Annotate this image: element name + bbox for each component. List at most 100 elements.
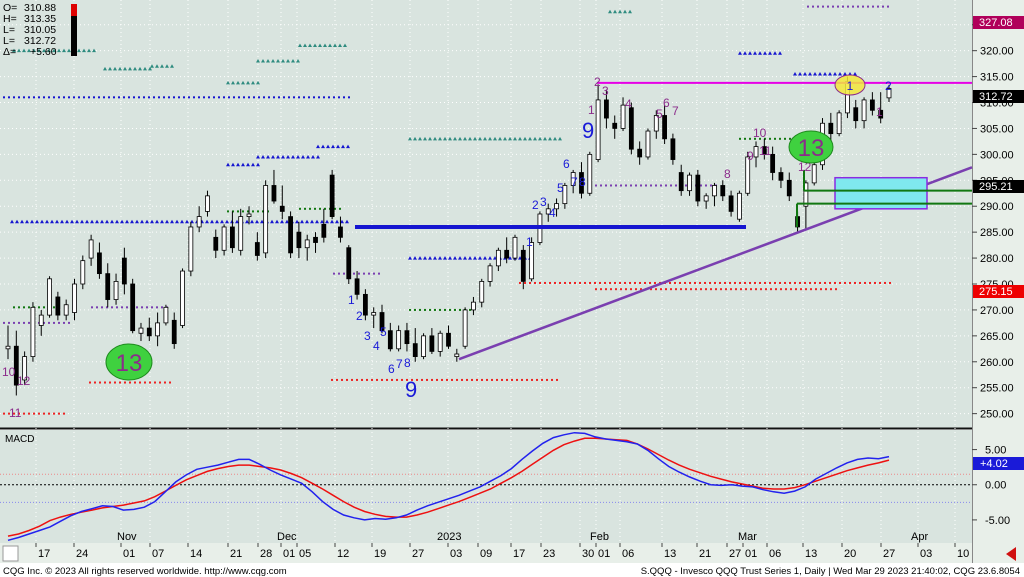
candle-body [628, 107, 634, 150]
footer-bar [0, 563, 1024, 577]
count-purple-p2b: 2 [885, 79, 892, 93]
count-blue-8: 8 [404, 356, 411, 370]
candle-body [653, 115, 659, 132]
candle-body [429, 335, 435, 352]
month-label: 2023 [437, 531, 461, 543]
candle-body [828, 122, 834, 135]
candle-body [130, 283, 136, 332]
count-purple-p8: 8 [724, 167, 731, 181]
candle-body [180, 270, 185, 326]
date-tick-label: 05 [299, 548, 311, 560]
month-label: Apr [911, 531, 928, 543]
candle-body [836, 112, 842, 135]
candle-body [471, 301, 476, 311]
macd-tick-label: 0.00 [985, 480, 1006, 492]
date-tick-label: 06 [622, 548, 634, 560]
price-tick-label: 320.00 [980, 46, 1014, 58]
scroll-right-arrow-icon[interactable] [1006, 547, 1016, 561]
date-tick-label: 27 [412, 548, 424, 560]
count-purple-p2: 2 [594, 75, 601, 89]
candle-body [612, 122, 618, 129]
candle-body [404, 330, 410, 345]
date-tick-label: 30 [582, 548, 594, 560]
setup-13-left: 13 [105, 343, 153, 381]
candle-body [88, 239, 94, 259]
candle-body [329, 174, 335, 217]
candle-body [63, 304, 69, 316]
open-label: O= [3, 2, 17, 14]
count-blue-2: 2 [356, 309, 363, 323]
badge-last [973, 90, 1024, 103]
candle-body [155, 322, 161, 337]
svg-text:Δ=+5.60: Δ= +5.60 [3, 46, 57, 58]
count-10: 10 [2, 365, 16, 379]
price-tick-label: 265.00 [980, 331, 1014, 343]
candle-body [121, 257, 127, 285]
scroll-left-button[interactable] [2, 545, 19, 562]
candle-body [55, 296, 61, 316]
candle-body [736, 192, 742, 220]
price-tick-label: 260.00 [980, 357, 1014, 369]
candle-body [620, 104, 626, 129]
date-tick-label: 17 [513, 548, 525, 560]
candle-body [80, 260, 86, 285]
high-label: H= [3, 13, 17, 25]
count-blue-b6: 6 [563, 157, 570, 171]
date-tick-label: 17 [38, 548, 50, 560]
count-blue-b3: 3 [540, 195, 547, 209]
candle-body [479, 281, 485, 303]
count-purple-p5: 5 [656, 107, 663, 121]
count-purple-p10: 10 [753, 126, 767, 140]
date-tick-label: 19 [374, 548, 386, 560]
candle-body [595, 99, 601, 160]
candle-body [662, 115, 667, 140]
date-tick-label: 24 [76, 548, 88, 560]
candle-body [770, 153, 776, 173]
candle-body [512, 236, 518, 259]
candle-body [113, 281, 119, 300]
price-tick-label: 315.00 [980, 72, 1014, 84]
date-tick-label: 01 [123, 548, 135, 560]
candle-body [354, 278, 360, 295]
svg-text:312.72: 312.72 [979, 91, 1013, 103]
candle-body [5, 345, 11, 350]
count-blue-b5: 5 [557, 181, 564, 195]
date-axis: 17 24 01 07 14 21 28 01 05 12 19 27 03 09 17 23 30 01 06 13… [35, 543, 969, 560]
date-tick-label: 20 [844, 548, 856, 560]
date-tick-label: 07 [152, 548, 164, 560]
ohlc-readout: O= 310.88 H= 313.35 L= 310.05 L= 312.72 Δ= +5… [3, 2, 77, 58]
gridlines [0, 24, 972, 415]
change-label: Δ= [3, 46, 16, 58]
candle-body [13, 345, 19, 386]
candle-body [230, 226, 235, 249]
date-tick-label: 27 [883, 548, 895, 560]
price-badges: 327.08 312.72 295.21 275.15 [973, 16, 1024, 298]
candle-body [304, 239, 310, 249]
count-purple-p6: 6 [663, 96, 670, 110]
price-tick-label: 270.00 [980, 305, 1014, 317]
date-tick-label: 28 [260, 548, 272, 560]
candle-body [761, 146, 767, 155]
candle-body [554, 203, 559, 210]
candle-body [878, 109, 884, 119]
candle-body [645, 130, 651, 158]
date-tick-label: 13 [805, 548, 817, 560]
count-purple-p4: 4 [625, 97, 632, 111]
candle-body [105, 273, 111, 300]
candle-body [263, 185, 269, 254]
candle-body [30, 306, 36, 357]
count-blue-1: 1 [348, 293, 355, 307]
low-label: L= [3, 24, 15, 36]
svg-text:L=310.05: L= 310.05 [3, 24, 56, 36]
candle-body [321, 223, 327, 238]
candle-body [338, 226, 343, 238]
date-tick-label: 03 [450, 548, 462, 560]
macd-panel [0, 430, 972, 543]
candle-body [196, 216, 202, 228]
count-blue-b2: 2 [532, 198, 539, 212]
sequence-counts: 10 11 12 1 2 3 4 5 6 7 8 9 1 2 3 4 5 6 7… [2, 75, 892, 420]
candle-body [587, 153, 593, 194]
price-tick-label: 300.00 [980, 149, 1014, 161]
candle-body [687, 174, 692, 192]
